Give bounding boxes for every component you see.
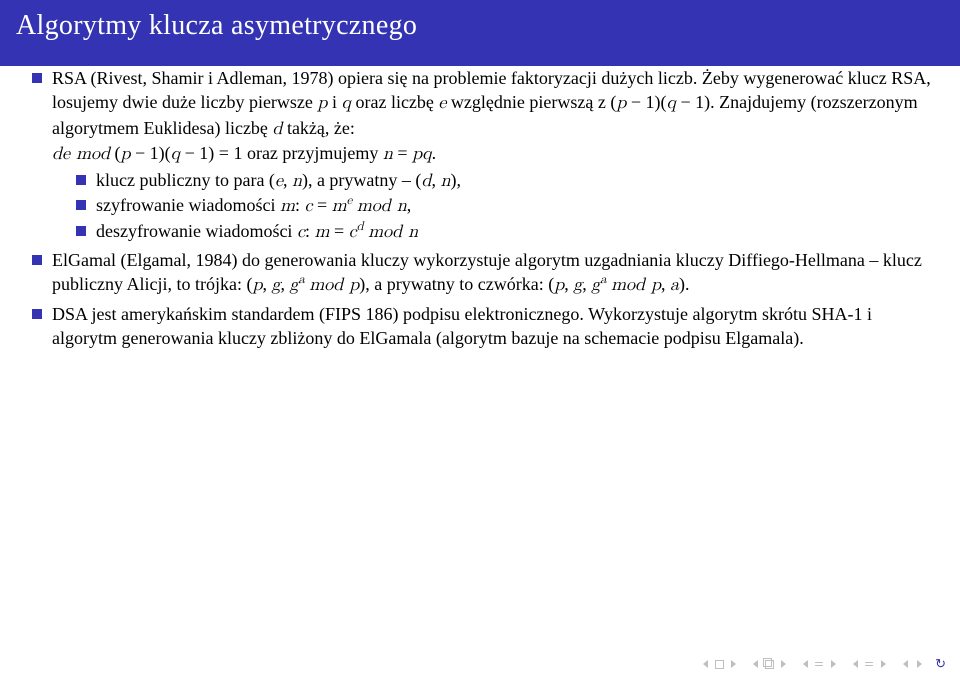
- slide-title: Algorytmy klucza asymetrycznego: [16, 10, 417, 41]
- prev-slide-icon: [753, 660, 758, 668]
- nav-slide-group[interactable]: [749, 658, 789, 670]
- list-item: RSA (Rivest, Shamir i Adleman, 1978) opi…: [32, 66, 936, 244]
- beamer-nav-bar: ↻: [699, 656, 946, 672]
- sub-list: klucz publiczny to para (e, n), a prywat…: [52, 168, 936, 244]
- slide-header: Algorytmy klucza asymetrycznego: [0, 0, 960, 66]
- nav-subsection-group[interactable]: [849, 658, 889, 670]
- reload-icon[interactable]: ↻: [935, 656, 946, 672]
- prev-frame-icon: [703, 660, 708, 668]
- nav-section-group[interactable]: [799, 658, 839, 670]
- next-frame-icon: [731, 660, 736, 668]
- list-item-text: DSA jest amerykańskim standardem (FIPS 1…: [52, 304, 872, 348]
- prev-section-icon: [803, 660, 808, 668]
- section-icon: [815, 660, 823, 668]
- frame-icon: [715, 660, 724, 669]
- slide-content: RSA (Rivest, Shamir i Adleman, 1978) opi…: [0, 66, 960, 350]
- sub-list-item: klucz publiczny to para (e, n), a prywat…: [76, 168, 936, 193]
- sub-list-item: deszyfrowanie wiadomości c: m = cd mod n: [76, 219, 936, 244]
- next-slide-icon: [781, 660, 786, 668]
- nav-frame-group[interactable]: [699, 658, 739, 670]
- back-icon: [903, 660, 908, 668]
- next-section-icon: [831, 660, 836, 668]
- nav-end-group[interactable]: [899, 658, 925, 670]
- list-item: ElGamal (Elgamal, 1984) do generowania k…: [32, 248, 936, 298]
- forward-icon: [917, 660, 922, 668]
- sub-list-item: szyfrowanie wiadomości m: c = me mod n,: [76, 193, 936, 218]
- next-subsection-icon: [881, 660, 886, 668]
- subsection-icon: [865, 660, 873, 668]
- list-item-text: RSA (Rivest, Shamir i Adleman, 1978) opi…: [52, 68, 931, 163]
- list-item: DSA jest amerykańskim standardem (FIPS 1…: [32, 302, 936, 351]
- prev-subsection-icon: [853, 660, 858, 668]
- bullet-list: RSA (Rivest, Shamir i Adleman, 1978) opi…: [24, 66, 936, 350]
- list-item-text: ElGamal (Elgamal, 1984) do generowania k…: [52, 250, 922, 294]
- slide-icon-2: [765, 660, 774, 669]
